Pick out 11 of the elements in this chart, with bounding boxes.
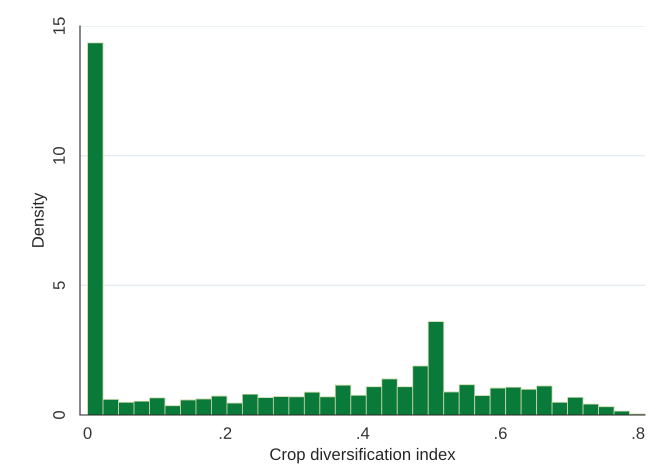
x-tick-label: .8 (632, 427, 644, 440)
x-tick-label: .4 (357, 427, 370, 439)
x-tick-label: .6 (495, 427, 507, 440)
y-tick-label: 10 (53, 147, 65, 164)
x-axis-title: Crop diversification index (270, 448, 456, 464)
x-tick-label: .2 (220, 427, 232, 439)
y-tick-label: 15 (53, 17, 65, 34)
y-tick-label: 5 (53, 281, 65, 290)
y-axis-title: Density (32, 192, 48, 247)
x-tick-label: 0 (84, 427, 92, 440)
y-tick-label: 0 (53, 411, 65, 419)
